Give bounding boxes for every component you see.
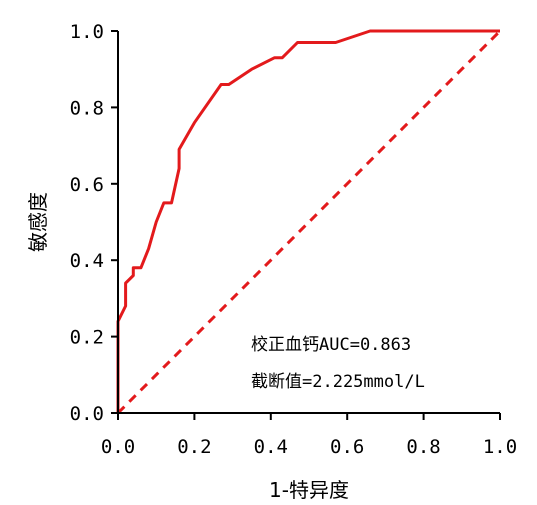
x-tick-label: 0.8 xyxy=(406,436,440,458)
reference-diagonal-line xyxy=(116,29,502,415)
axes xyxy=(117,31,500,414)
y-tick-label: 0.8 xyxy=(70,97,104,119)
annotation-cutoff: 截断值=2.225mmol/L xyxy=(251,372,425,392)
y-tick-label: 1.0 xyxy=(70,21,104,43)
y-tick-label: 0.6 xyxy=(70,174,104,196)
x-tick-label: 0.6 xyxy=(330,436,364,458)
x-tick-label: 1.0 xyxy=(483,436,517,458)
ticks: 0.0 0.2 0.4 0.6 0.8 1.0 0.0 0.2 0.4 0.6 0.8 1.0 xyxy=(70,21,517,458)
roc-curve xyxy=(116,29,500,413)
y-axis-title: 敏感度 xyxy=(26,192,50,252)
y-tick-label: 0.4 xyxy=(70,250,104,272)
x-tick-label: 0.0 xyxy=(101,436,135,458)
x-tick-label: 0.2 xyxy=(177,436,211,458)
annotation-auc: 校正血钙AUC=0.863 xyxy=(251,335,411,355)
y-tick-label: 0.0 xyxy=(70,403,104,425)
x-axis-title: 1-特异度 xyxy=(269,478,349,502)
y-tick-label: 0.2 xyxy=(70,327,104,349)
plot-lines xyxy=(116,29,502,415)
x-tick-label: 0.4 xyxy=(254,436,288,458)
